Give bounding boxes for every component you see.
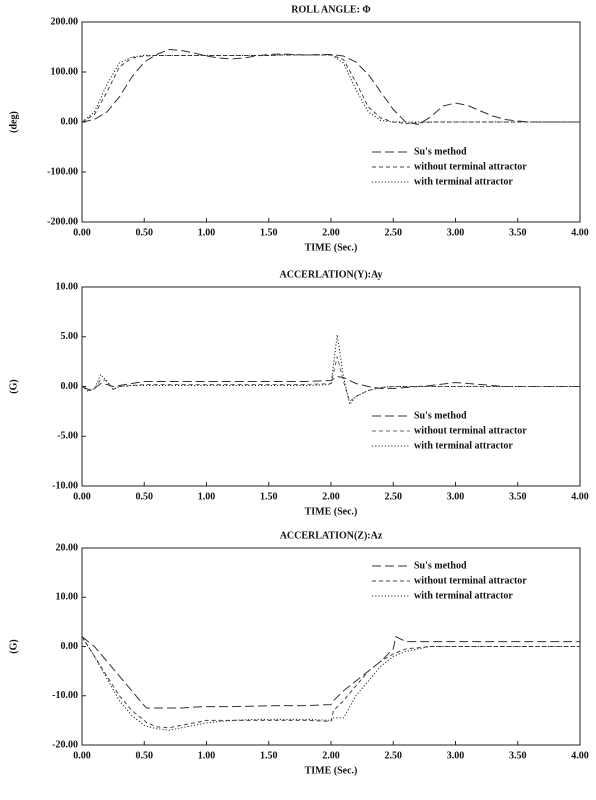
legend-label: without terminal attractor	[414, 575, 527, 586]
legend-label: Su's method	[414, 560, 467, 571]
x-tick-label: 1.00	[198, 491, 216, 502]
y-tick-label: 0.00	[61, 641, 79, 652]
legend-label: without terminal attractor	[414, 425, 527, 436]
legend-label: with terminal attractor	[414, 590, 513, 601]
chart-title: ACCERLATION(Y):Ay	[280, 269, 383, 280]
x-tick-label: 4.00	[571, 227, 589, 238]
x-tick-label: 0.00	[73, 491, 91, 502]
series-line	[81, 636, 580, 729]
x-tick-label: 0.50	[136, 491, 154, 502]
x-tick-label: 1.50	[260, 227, 278, 238]
legend-label: with terminal attractor	[414, 440, 513, 451]
x-tick-label: 3.00	[447, 227, 465, 238]
x-tick-label: 2.50	[385, 227, 403, 238]
x-axis-label: TIME (Sec.)	[305, 506, 358, 517]
series-line	[81, 54, 580, 125]
x-tick-label: 3.00	[447, 750, 465, 761]
x-tick-label: 1.50	[260, 491, 278, 502]
x-tick-label: 1.00	[198, 750, 216, 761]
x-tick-label: 0.50	[136, 750, 154, 761]
y-tick-label: 20.00	[56, 542, 79, 553]
y-tick-label: -200.00	[47, 216, 78, 227]
x-tick-label: 4.00	[571, 491, 589, 502]
y-tick-label: -20.00	[52, 739, 78, 750]
y-tick-label: 10.00	[56, 592, 79, 603]
series-line	[81, 376, 580, 391]
y-axis-label: (deg)	[8, 111, 19, 133]
series-line	[81, 334, 580, 406]
x-tick-label: 0.00	[73, 750, 91, 761]
x-tick-label: 0.50	[136, 227, 154, 238]
x-axis-label: TIME (Sec.)	[305, 765, 358, 776]
x-tick-label: 3.50	[509, 750, 527, 761]
x-tick-label: 3.50	[509, 227, 527, 238]
series-line	[81, 636, 580, 731]
y-tick-label: 10.00	[56, 281, 79, 292]
y-tick-label: 0.00	[61, 381, 79, 392]
x-tick-label: 3.50	[509, 491, 527, 502]
y-tick-label: -10.00	[52, 690, 78, 701]
series-line	[81, 48, 580, 126]
y-axis-label: (G)	[8, 639, 19, 653]
series-line	[81, 635, 580, 709]
x-axis-label: TIME (Sec.)	[305, 242, 358, 253]
y-tick-label: 100.00	[51, 66, 79, 77]
chart-title: ROLL ANGLE: Φ	[291, 4, 370, 15]
x-tick-label: 1.00	[198, 227, 216, 238]
x-tick-label: 3.00	[447, 491, 465, 502]
x-tick-label: 1.50	[260, 750, 278, 761]
y-tick-label: 0.00	[61, 116, 79, 127]
y-tick-label: -100.00	[47, 166, 78, 177]
x-tick-label: 2.00	[322, 491, 340, 502]
series-line	[81, 356, 580, 403]
legend-label: Su's method	[414, 146, 467, 157]
x-tick-label: 2.00	[322, 750, 340, 761]
x-tick-label: 2.50	[385, 491, 403, 502]
x-tick-label: 2.50	[385, 750, 403, 761]
y-tick-label: 5.00	[61, 331, 79, 342]
legend-label: with terminal attractor	[414, 176, 513, 187]
x-tick-label: 2.00	[322, 227, 340, 238]
legend-label: without terminal attractor	[414, 161, 527, 172]
chart-title: ACCERLATION(Z):Az	[280, 530, 383, 541]
x-tick-label: 4.00	[571, 750, 589, 761]
series-line	[81, 54, 580, 123]
y-tick-label: -5.00	[57, 431, 78, 442]
x-tick-label: 0.00	[73, 227, 91, 238]
y-tick-label: 200.00	[51, 16, 79, 27]
y-axis-label: (G)	[8, 379, 19, 393]
legend-label: Su's method	[414, 410, 467, 421]
y-tick-label: -10.00	[52, 480, 78, 491]
